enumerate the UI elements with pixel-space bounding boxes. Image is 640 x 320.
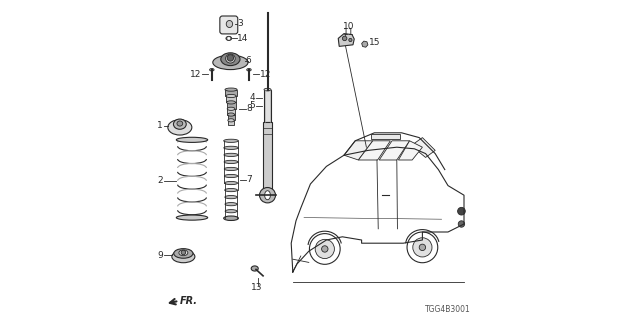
Text: 13: 13 (251, 284, 262, 292)
Circle shape (413, 238, 432, 257)
Text: FR.: FR. (180, 296, 198, 307)
Bar (228, 120, 234, 125)
Ellipse shape (227, 101, 236, 104)
Ellipse shape (225, 210, 237, 213)
Ellipse shape (228, 113, 235, 116)
Ellipse shape (174, 249, 193, 258)
Ellipse shape (172, 251, 195, 263)
Ellipse shape (224, 160, 238, 164)
Ellipse shape (228, 119, 234, 122)
Ellipse shape (226, 54, 236, 63)
FancyBboxPatch shape (220, 16, 238, 34)
Ellipse shape (177, 215, 207, 220)
Ellipse shape (251, 266, 259, 271)
Polygon shape (398, 141, 422, 160)
Ellipse shape (226, 94, 236, 98)
Polygon shape (344, 141, 372, 160)
Ellipse shape (224, 153, 238, 156)
Ellipse shape (225, 196, 237, 199)
Circle shape (349, 38, 352, 42)
Ellipse shape (224, 216, 239, 220)
Polygon shape (358, 141, 390, 160)
Circle shape (227, 55, 234, 61)
Text: 8: 8 (246, 104, 252, 113)
Ellipse shape (224, 146, 238, 149)
Text: 7: 7 (246, 175, 252, 184)
Ellipse shape (224, 139, 239, 142)
Text: 6: 6 (246, 56, 251, 65)
Ellipse shape (225, 181, 237, 185)
Text: TGG4B3001: TGG4B3001 (425, 305, 470, 314)
Ellipse shape (227, 20, 233, 28)
Bar (263, 122, 273, 192)
Circle shape (458, 207, 465, 215)
Ellipse shape (224, 167, 238, 171)
Circle shape (322, 246, 328, 252)
Ellipse shape (265, 191, 270, 200)
Ellipse shape (247, 68, 252, 71)
Text: 15: 15 (369, 38, 380, 47)
Ellipse shape (177, 137, 207, 142)
Text: 12: 12 (260, 70, 271, 79)
Circle shape (228, 37, 230, 40)
Polygon shape (371, 134, 400, 139)
Ellipse shape (226, 36, 232, 40)
Text: 4: 4 (250, 93, 255, 102)
Polygon shape (412, 138, 435, 157)
Ellipse shape (264, 88, 271, 91)
Text: 2: 2 (157, 176, 163, 185)
Circle shape (458, 221, 465, 227)
Ellipse shape (173, 119, 186, 129)
Ellipse shape (210, 68, 214, 71)
Ellipse shape (177, 121, 183, 126)
Ellipse shape (168, 120, 192, 135)
Circle shape (407, 232, 438, 263)
Text: 11: 11 (344, 28, 355, 37)
Text: 10: 10 (344, 22, 355, 31)
Circle shape (181, 250, 186, 255)
Circle shape (315, 239, 335, 259)
Polygon shape (380, 141, 410, 160)
Bar (228, 115, 234, 120)
Polygon shape (339, 34, 355, 46)
Text: 14: 14 (237, 34, 249, 43)
Ellipse shape (260, 188, 275, 203)
Text: 9: 9 (157, 251, 163, 260)
Bar (225, 90, 237, 96)
Ellipse shape (225, 203, 237, 206)
Bar (226, 96, 236, 102)
Text: 1: 1 (157, 121, 163, 130)
Ellipse shape (225, 174, 237, 178)
Ellipse shape (212, 55, 248, 69)
Text: 3: 3 (237, 20, 243, 28)
Ellipse shape (227, 107, 235, 110)
Bar (227, 109, 235, 115)
Bar (227, 102, 236, 109)
Ellipse shape (225, 188, 237, 192)
Circle shape (419, 244, 426, 251)
Ellipse shape (221, 53, 240, 66)
Circle shape (342, 36, 347, 41)
Ellipse shape (225, 88, 237, 91)
Text: 5: 5 (250, 101, 255, 110)
Bar (264, 90, 271, 122)
Circle shape (310, 234, 340, 264)
Text: 12: 12 (189, 70, 201, 79)
Ellipse shape (179, 250, 188, 256)
